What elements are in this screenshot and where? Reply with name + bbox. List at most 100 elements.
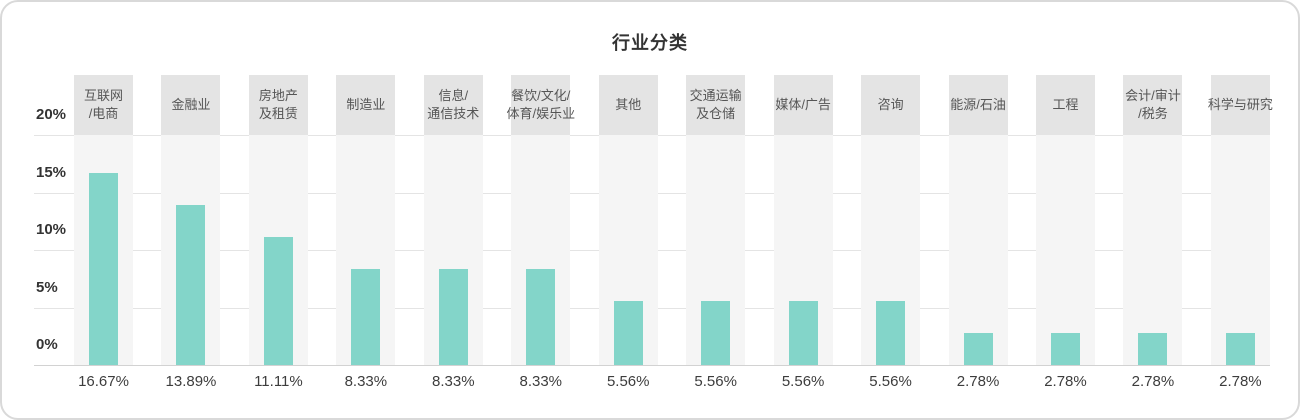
bar-value-label: 2.78% — [1219, 372, 1262, 390]
category-header-label: 餐饮/文化/体育/娱乐业 — [506, 75, 575, 135]
bar — [1225, 333, 1255, 365]
category-header-line: 会计/审计 — [1125, 88, 1181, 103]
category-column: 信息/通信技术 — [423, 75, 483, 365]
bar-value-label: 16.67% — [78, 372, 129, 390]
category-column: 会计/审计/税务 — [1123, 75, 1183, 365]
category-column: 交通运输 及仓储 — [686, 75, 746, 365]
category-column: 房地产 及租赁 — [248, 75, 308, 365]
category-columns: 互联网/电商 金融业 房地产 及租赁 制造业 信息/通信技术 餐饮/文化/体育/娱乐业 其他交… — [74, 75, 1273, 365]
bar-value-label: 2.78% — [1131, 372, 1175, 390]
category-header-line: 媒体/广告 — [775, 97, 831, 112]
category-header-line: 房地产 — [258, 88, 298, 103]
column-band — [511, 135, 571, 365]
category-column: 金融业 — [161, 75, 221, 365]
category-column: 制造业 — [336, 75, 396, 365]
bar-value-label: 2.78% — [1044, 372, 1087, 390]
category-column: 互联网/电商 — [74, 75, 133, 365]
category-header-line: 餐饮/文化/ — [511, 88, 571, 103]
bar-value-label: 8.33% — [344, 372, 388, 390]
category-header-line: 工程 — [1052, 97, 1079, 112]
bar-value-label: 5.56% — [869, 372, 912, 390]
category-header-label: 咨询 — [861, 75, 921, 135]
column-band — [1035, 135, 1095, 365]
category-header-line: 科学与研究 — [1207, 97, 1273, 112]
bar — [1138, 333, 1168, 365]
category-column: 科学与研究 — [1207, 75, 1273, 365]
category-header-label: 交通运输 及仓储 — [686, 75, 746, 135]
y-axis-tick-label: 15% — [36, 163, 67, 181]
category-header-label: 媒体/广告 — [773, 75, 833, 135]
category-header-label: 能源/石油 — [948, 75, 1008, 135]
column-band — [248, 135, 308, 365]
column-band — [1210, 135, 1270, 365]
bar — [701, 301, 731, 365]
category-header-line: 交通运输 — [689, 88, 742, 103]
bar-value-label: 8.33% — [432, 372, 475, 390]
bar-value-label: 8.33% — [519, 372, 563, 390]
column-band — [861, 135, 921, 365]
category-column: 工程 — [1035, 75, 1095, 365]
column-band — [423, 135, 483, 365]
bar — [351, 269, 381, 365]
column-band — [948, 135, 1008, 365]
category-header-line: 及租赁 — [258, 106, 298, 121]
bar — [176, 205, 206, 365]
value-labels-row: 16.67% 13.89% 11.11% 8.33% 8.33% 8.33% 5.56% 5.… — [74, 371, 1270, 391]
category-header-line: /电商 — [88, 106, 119, 121]
category-header-line: /税务 — [1138, 106, 1168, 121]
category-header-label: 互联网/电商 — [74, 75, 133, 135]
category-header-line: 互联网 — [83, 88, 123, 103]
category-header-line: 咨询 — [877, 97, 904, 112]
bar-value-label: 11.11% — [254, 372, 303, 390]
category-column: 餐饮/文化/体育/娱乐业 — [506, 75, 575, 365]
column-band — [1123, 135, 1183, 365]
category-header-line: 制造业 — [346, 97, 386, 112]
column-band — [598, 135, 658, 365]
category-header-line: 及仓储 — [696, 106, 736, 121]
category-header-line: 通信技术 — [427, 106, 480, 121]
bar-value-label: 13.89% — [165, 372, 217, 390]
y-axis-tick-label: 10% — [36, 221, 67, 238]
bar — [613, 301, 643, 365]
bar — [263, 237, 293, 365]
category-header-label: 科学与研究 — [1207, 75, 1273, 135]
y-axis-tick-label: 0% — [36, 336, 58, 353]
chart-title: 行业分类 — [612, 33, 688, 53]
y-axis-tick-label: 20% — [36, 106, 67, 123]
category-column: 媒体/广告 — [773, 75, 833, 365]
category-column: 咨询 — [861, 75, 921, 365]
category-header-line: 能源/石油 — [950, 97, 1006, 112]
bar-value-label: 5.56% — [781, 372, 825, 390]
column-band — [336, 135, 396, 365]
bar — [876, 301, 906, 365]
column-band — [74, 135, 133, 365]
bar-value-label: 2.78% — [956, 372, 1000, 390]
x-axis-baseline — [34, 365, 1270, 366]
category-header-label: 信息/通信技术 — [423, 75, 483, 135]
category-header-label: 其他 — [598, 75, 658, 135]
category-column: 其他 — [598, 75, 658, 365]
column-band — [161, 135, 221, 365]
category-header-line: 信息/ — [438, 88, 469, 103]
category-header-label: 房地产 及租赁 — [248, 75, 308, 135]
category-header-line: 金融业 — [171, 97, 211, 112]
category-header-label: 会计/审计/税务 — [1123, 75, 1183, 135]
bar-value-label: 5.56% — [606, 372, 650, 390]
category-header-line: 体育/娱乐业 — [506, 106, 576, 121]
bar — [788, 301, 818, 365]
column-band — [773, 135, 833, 365]
category-header-label: 金融业 — [161, 75, 221, 135]
bar-value-label: 5.56% — [694, 372, 737, 390]
bar — [1050, 333, 1080, 365]
bar — [89, 173, 118, 365]
category-header-line: 其他 — [615, 97, 642, 112]
bar — [526, 269, 556, 365]
category-column: 能源/石油 — [948, 75, 1008, 365]
column-band — [686, 135, 746, 365]
bar — [963, 333, 993, 365]
bar — [438, 269, 468, 365]
category-header-label: 工程 — [1035, 75, 1095, 135]
y-axis-tick-label: 5% — [36, 278, 58, 296]
category-header-label: 制造业 — [336, 75, 396, 135]
